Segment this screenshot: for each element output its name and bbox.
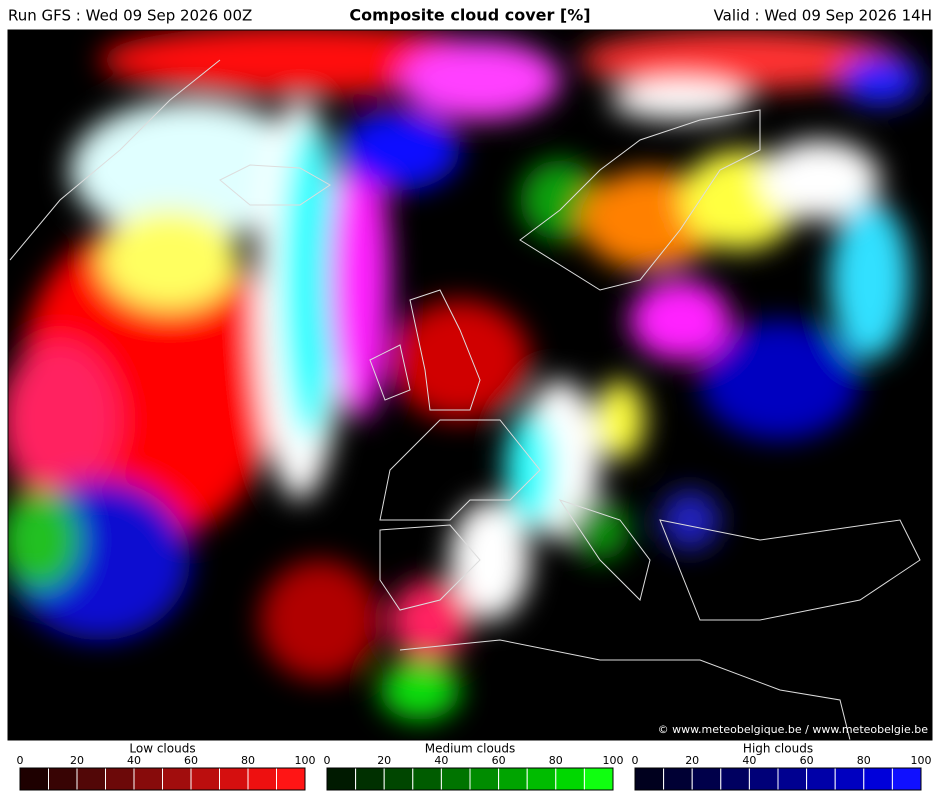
colorbar-swatch [326,767,357,791]
colorbar-tick: 40 [742,754,756,767]
colorbar-swatch [412,767,442,791]
colorbar-tick: 100 [603,754,624,767]
legend-label: Low clouds [129,742,195,756]
cloud-map [8,30,932,740]
copyright: © www.meteobelgique.be / www.meteobelgie… [658,723,929,736]
colorbar-tick: 40 [127,754,141,767]
colorbar-tick: 0 [632,754,639,767]
colorbar-swatch [190,767,220,791]
colorbar-frame [19,767,306,791]
colorbar-swatch [469,767,500,791]
valid-label: Valid : Wed 09 Sep 2026 14H [714,7,932,25]
colorbar-swatch [526,767,557,791]
colorbar-swatch [19,767,49,791]
colorbar-swatch [440,767,471,791]
colorbar-swatch [105,767,135,791]
colorbar-swatch [162,767,192,791]
colorbar-tick: 100 [911,754,932,767]
colorbar-swatch [219,767,249,791]
colorbar-swatch [691,767,722,791]
colorbar-swatch [133,767,163,791]
colorbar-tick: 20 [685,754,699,767]
colorbar-swatch [891,767,922,791]
colorbar-swatch [76,767,106,791]
map-frame [7,29,933,741]
colorbar-tick: 80 [241,754,255,767]
colorbar-tick: 60 [184,754,198,767]
colorbar-tick: 0 [17,754,24,767]
colorbar-swatch [48,767,78,791]
colorbar-tick: 40 [434,754,448,767]
colorbar-swatch [583,767,614,791]
legend-label: High clouds [743,742,813,756]
map-title: Composite cloud cover [%] [349,6,590,25]
colorbar-tick: 60 [492,754,506,767]
colorbar-swatch [748,767,779,791]
colorbar-swatch [276,767,306,791]
colorbar-swatch [720,767,750,791]
colorbar-tick: 60 [800,754,814,767]
colorbar-swatch [355,767,385,791]
colorbar-swatch [247,767,277,791]
colorbar-tick: 20 [70,754,84,767]
run-label: Run GFS : Wed 09 Sep 2026 00Z [8,7,252,25]
colorbar-tick: 0 [324,754,331,767]
colorbar-swatch [777,767,808,791]
colorbar-frame [326,767,614,791]
colorbar-swatch [863,767,893,791]
colorbar-tick: 100 [295,754,316,767]
colorbar-tick: 20 [377,754,391,767]
colorbar-tick: 80 [857,754,871,767]
colorbar-frame [634,767,922,791]
colorbar-tick: 80 [549,754,563,767]
colorbar-swatch [834,767,865,791]
colorbar-swatch [383,767,414,791]
colorbar-swatch [663,767,693,791]
colorbar-swatch [806,767,836,791]
colorbar-swatch [555,767,585,791]
colorbar-swatch [498,767,528,791]
legend-label: Medium clouds [425,742,516,756]
colorbar-swatch [634,767,665,791]
